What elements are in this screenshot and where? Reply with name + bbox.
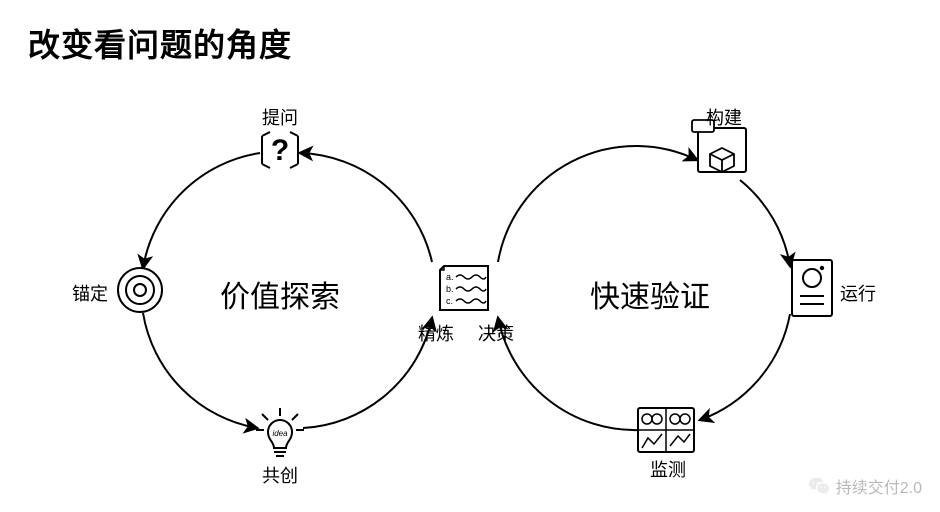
- label-ask: 提问: [262, 104, 298, 130]
- right-cycle-label: 快速验证: [590, 272, 710, 316]
- svg-text:c.: c.: [446, 296, 453, 306]
- label-decide: 决策: [478, 320, 514, 346]
- arc-ask-to-anchor: [143, 153, 260, 268]
- svg-text:idea: idea: [272, 429, 288, 438]
- arc-anchor-to-cocreate: [143, 313, 257, 428]
- label-monitor: 监测: [650, 456, 686, 482]
- arc-cocreate-to-refine: [303, 318, 432, 428]
- list-waves-icon: a. b. c.: [440, 266, 488, 310]
- left-cycle-label: 价值探索: [220, 272, 340, 316]
- label-build: 构建: [706, 104, 742, 130]
- svg-text:?: ?: [271, 134, 289, 167]
- label-run: 运行: [840, 280, 876, 306]
- arc-decide-to-build: [498, 146, 697, 262]
- arc-refine-to-ask: [300, 153, 432, 262]
- diagram-canvas: ? idea a. b. c.: [0, 0, 940, 512]
- svg-text:b.: b.: [446, 284, 454, 294]
- arc-run-to-monitor: [700, 314, 790, 420]
- wechat-icon: [808, 475, 830, 497]
- watermark-text: 持续交付2.0: [836, 474, 922, 498]
- arc-monitor-to-decide: [498, 318, 640, 430]
- lightbulb-icon: idea: [256, 408, 304, 456]
- label-cocreate: 共创: [262, 462, 298, 488]
- svg-text:a.: a.: [446, 272, 454, 282]
- arc-build-to-run: [740, 180, 790, 266]
- watermark: 持续交付2.0: [808, 474, 922, 498]
- label-anchor: 锚定: [72, 280, 108, 306]
- device-icon: [792, 260, 832, 316]
- dashboard-icon: [638, 408, 694, 452]
- label-refine: 精炼: [418, 320, 454, 346]
- question-icon: ?: [262, 132, 298, 168]
- target-icon: [118, 268, 162, 312]
